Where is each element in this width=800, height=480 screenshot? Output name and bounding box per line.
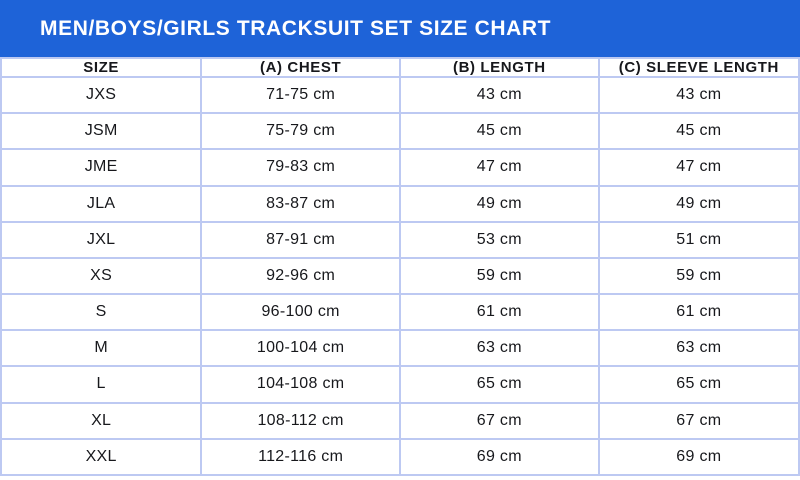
sleeve-cell: 47 cm (597, 148, 800, 187)
table-row-jxl: JXL 87-91 cm 53 cm 51 cm (0, 220, 800, 259)
sleeve-cell: 59 cm (597, 256, 800, 296)
size-cell: L (0, 365, 203, 404)
length-cell: 53 cm (398, 220, 600, 259)
table-header-row: SIZE (A) CHEST (B) LENGTH (C) SLEEVE LEN… (0, 57, 800, 78)
length-cell: 47 cm (398, 148, 600, 187)
sleeve-cell: 65 cm (597, 365, 800, 404)
size-cell: JXL (0, 220, 203, 259)
table-body: JXS 71-75 cm 43 cm 43 cm JSM 75-79 cm 45… (0, 75, 800, 477)
table-row-xs: XS 92-96 cm 59 cm 59 cm (0, 256, 800, 296)
length-cell: 43 cm (398, 75, 600, 115)
chest-cell: 79-83 cm (200, 148, 401, 187)
table-row-jme: JME 79-83 cm 47 cm 47 cm (0, 148, 800, 187)
sleeve-cell: 67 cm (597, 401, 800, 440)
chest-cell: 112-116 cm (200, 437, 401, 477)
size-cell: XL (0, 401, 203, 440)
chest-cell: 108-112 cm (200, 401, 401, 440)
chest-cell: 96-100 cm (200, 293, 401, 332)
chest-cell: 75-79 cm (200, 112, 401, 151)
table-row-m: M 100-104 cm 63 cm 63 cm (0, 329, 800, 368)
length-cell: 61 cm (398, 293, 600, 332)
size-chart-table: SIZE (A) CHEST (B) LENGTH (C) SLEEVE LEN… (0, 57, 800, 477)
length-cell: 45 cm (398, 112, 600, 151)
bottom-margin (0, 476, 800, 480)
size-cell: JME (0, 148, 203, 187)
length-cell: 69 cm (398, 437, 600, 477)
size-cell: M (0, 329, 203, 368)
sleeve-cell: 51 cm (597, 220, 800, 259)
length-cell: 49 cm (398, 184, 600, 223)
size-cell: XS (0, 256, 203, 296)
column-header-chest: (A) CHEST (200, 57, 401, 78)
table-row-s: S 96-100 cm 61 cm 61 cm (0, 293, 800, 332)
table-row-l: L 104-108 cm 65 cm 65 cm (0, 365, 800, 404)
chest-cell: 71-75 cm (200, 75, 401, 115)
column-header-length: (B) LENGTH (398, 57, 600, 78)
table-row-jxs: JXS 71-75 cm 43 cm 43 cm (0, 75, 800, 115)
column-header-sleeve-length: (C) SLEEVE LENGTH (597, 57, 800, 78)
table-row-xxl: XXL 112-116 cm 69 cm 69 cm (0, 437, 800, 477)
sleeve-cell: 69 cm (597, 437, 800, 477)
size-cell: JXS (0, 75, 203, 115)
page-title: MEN/BOYS/GIRLS TRACKSUIT SET SIZE CHART (40, 16, 552, 40)
size-cell: JSM (0, 112, 203, 151)
title-bar: MEN/BOYS/GIRLS TRACKSUIT SET SIZE CHART (0, 0, 800, 57)
column-header-size: SIZE (0, 57, 203, 78)
chest-cell: 104-108 cm (200, 365, 401, 404)
length-cell: 63 cm (398, 329, 600, 368)
chest-cell: 83-87 cm (200, 184, 401, 223)
table-header: SIZE (A) CHEST (B) LENGTH (C) SLEEVE LEN… (0, 57, 800, 78)
table-row-xl: XL 108-112 cm 67 cm 67 cm (0, 401, 800, 440)
length-cell: 67 cm (398, 401, 600, 440)
sleeve-cell: 43 cm (597, 75, 800, 115)
sleeve-cell: 49 cm (597, 184, 800, 223)
chest-cell: 92-96 cm (200, 256, 401, 296)
size-cell: S (0, 293, 203, 332)
sleeve-cell: 45 cm (597, 112, 800, 151)
length-cell: 59 cm (398, 256, 600, 296)
sleeve-cell: 63 cm (597, 329, 800, 368)
table-row-jsm: JSM 75-79 cm 45 cm 45 cm (0, 112, 800, 151)
size-cell: XXL (0, 437, 203, 477)
length-cell: 65 cm (398, 365, 600, 404)
sleeve-cell: 61 cm (597, 293, 800, 332)
chest-cell: 87-91 cm (200, 220, 401, 259)
table-row-jla: JLA 83-87 cm 49 cm 49 cm (0, 184, 800, 223)
size-cell: JLA (0, 184, 203, 223)
chest-cell: 100-104 cm (200, 329, 401, 368)
